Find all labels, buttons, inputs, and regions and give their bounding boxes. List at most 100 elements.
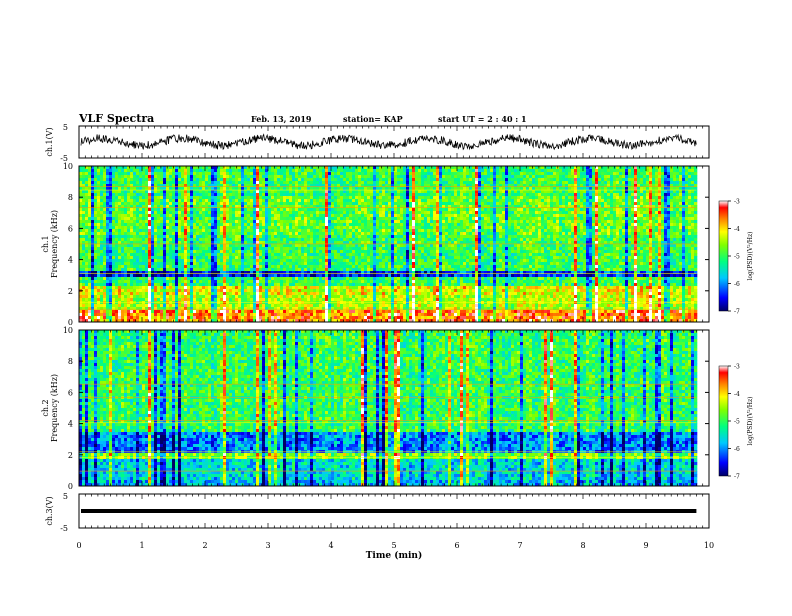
spectrogram-cell [217, 247, 221, 251]
spectrogram-cell [91, 175, 95, 179]
spectrogram-cell [268, 265, 272, 269]
spectrogram-cell [187, 244, 191, 248]
spectrogram-cell [334, 241, 338, 245]
spectrogram-cell [307, 181, 311, 185]
spectrogram-cell [334, 199, 338, 203]
spectrogram-cell [160, 226, 164, 230]
spectrogram-cell [331, 250, 335, 254]
spectrogram-cell [322, 298, 326, 302]
spectrogram-cell [199, 193, 203, 197]
spectrogram-cell [145, 259, 149, 263]
spectrogram-cell [100, 172, 104, 176]
spectrogram-cell [343, 277, 347, 281]
spectrogram-cell [307, 241, 311, 245]
spectrogram-cell [169, 244, 173, 248]
spectrogram-cell [202, 244, 206, 248]
spectrogram-cell [352, 313, 356, 317]
spectrogram-cell [223, 268, 227, 272]
spectrogram-cell [298, 232, 302, 236]
spectrogram-cell [115, 265, 119, 269]
spectrogram-cell [361, 250, 365, 254]
spectrogram-cell [217, 184, 221, 188]
spectrogram-cell [316, 271, 320, 275]
spectrogram-cell [82, 286, 86, 290]
spectrogram-cell [244, 199, 248, 203]
spectrogram-cell [238, 217, 242, 221]
spectrogram-cell [355, 241, 359, 245]
spectrogram-cell [196, 244, 200, 248]
spectrogram-cell [271, 256, 275, 260]
spectrogram-cell [148, 295, 152, 299]
spectrogram-cell [271, 220, 275, 224]
spectrogram-cell [364, 202, 368, 206]
spectrogram-cell [286, 280, 290, 284]
spectrogram-cell [133, 292, 137, 296]
spectrogram-cell [130, 274, 134, 278]
spectrogram-cell [229, 265, 233, 269]
spectrogram-cell [88, 220, 92, 224]
spectrogram-cell [247, 226, 251, 230]
spectrogram-cell [202, 274, 206, 278]
spectrogram-cell [205, 244, 209, 248]
spectrogram-cell [196, 211, 200, 215]
spectrogram-cell [295, 286, 299, 290]
spectrogram-cell [256, 319, 260, 322]
spectrogram-cell [313, 313, 317, 317]
spectrogram-cell [292, 166, 296, 170]
spectrogram-cell [193, 268, 197, 272]
spectrogram-cell [316, 217, 320, 221]
spectrogram-cell [97, 256, 101, 260]
spectrogram-cell [100, 181, 104, 185]
spectrogram-cell [262, 175, 266, 179]
spectrogram-cell [124, 238, 128, 242]
spectrogram-cell [187, 214, 191, 218]
spectrogram-cell [136, 196, 140, 200]
spectrogram-cell [253, 199, 257, 203]
spectrogram-cell [79, 307, 83, 311]
spectrogram-cell [340, 319, 344, 322]
spectrogram-cell [172, 286, 176, 290]
spectrogram-cell [262, 184, 266, 188]
spectrogram-cell [244, 265, 248, 269]
spectrogram-cell [259, 220, 263, 224]
spectrogram-cell [346, 292, 350, 296]
spectrogram-cell [307, 193, 311, 197]
spectrogram-cell [313, 316, 317, 320]
spectrogram-cell [157, 307, 161, 311]
spectrogram-cell [232, 166, 236, 170]
spectrogram-cell [187, 268, 191, 272]
spectrogram-cell [253, 184, 257, 188]
spectrogram-cell [139, 217, 143, 221]
spectrogram-cell [184, 196, 188, 200]
spectrogram-cell [277, 268, 281, 272]
spectrogram-cell [202, 205, 206, 209]
spectrogram-cell [283, 214, 287, 218]
spectrogram-cell [277, 304, 281, 308]
spectrogram-cell [208, 244, 212, 248]
spectrogram-cell [205, 205, 209, 209]
spectrogram-cell [229, 241, 233, 245]
spectrogram-cell [241, 241, 245, 245]
spectrogram-cell [151, 214, 155, 218]
spectrogram-cell [313, 271, 317, 275]
spectrogram-cell [91, 268, 95, 272]
spectrogram-cell [313, 247, 317, 251]
spectrogram-cell [241, 307, 245, 311]
spectrogram-cell [196, 232, 200, 236]
spectrogram-cell [199, 205, 203, 209]
spectrogram-cell [121, 253, 125, 257]
spectrogram-cell [175, 289, 179, 293]
spectrogram-cell [163, 280, 167, 284]
spectrogram-cell [130, 220, 134, 224]
spectrogram-cell [100, 286, 104, 290]
spectrogram-cell [274, 199, 278, 203]
spectrogram-cell [94, 196, 98, 200]
ch1-waveform-trace [80, 133, 697, 151]
spectrogram-cell [127, 304, 131, 308]
spectrogram-cell [346, 298, 350, 302]
spectrogram-cell [109, 265, 113, 269]
spectrogram-cell [151, 289, 155, 293]
spectrogram-cell [319, 298, 323, 302]
spectrogram-cell [244, 232, 248, 236]
spectrogram-cell [91, 319, 95, 322]
